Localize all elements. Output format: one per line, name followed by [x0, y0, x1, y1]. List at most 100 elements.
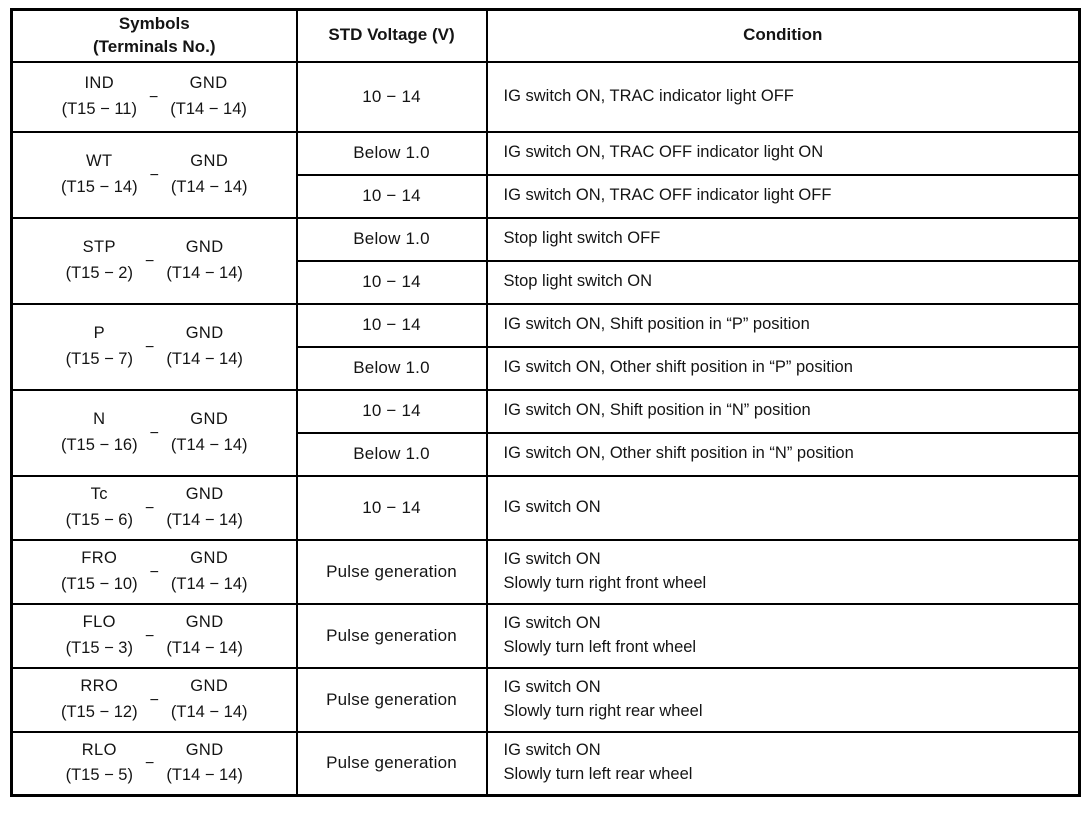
voltage-cell: Below 1.0	[295, 345, 488, 391]
terminal-label: (T14 − 14)	[170, 99, 247, 118]
terminal-label: (T15 − 12)	[60, 702, 138, 721]
table-row: 10 − 14 IG switch ON, TRAC OFF indicator…	[12, 173, 1081, 219]
dash-separator: −	[149, 563, 159, 581]
dash-separator: −	[148, 88, 159, 106]
condition-cell: IG switch ON Slowly turn left rear wheel	[485, 730, 1081, 797]
terminal-label: (T14 − 14)	[170, 574, 248, 593]
condition-cell: IG switch ON, TRAC OFF indicator light O…	[485, 130, 1081, 176]
symbol-label: FLO	[82, 612, 116, 631]
condition-cell: Stop light switch ON	[485, 259, 1081, 305]
gnd-label: GND	[189, 73, 228, 92]
dash-separator: −	[144, 627, 155, 645]
header-row: Symbols (Terminals No.) STD Voltage (V) …	[10, 8, 1081, 63]
symbol-cell: RRO (T15 − 12) − GND (T14 − 14)	[10, 666, 298, 733]
column-header-condition: Condition	[485, 8, 1081, 63]
terminal-label: (T14 − 14)	[166, 766, 243, 785]
table-row: FLO (T15 − 3) − GND (T14 − 14) Pulse gener…	[10, 602, 1081, 669]
symbol-label: STP	[82, 237, 116, 256]
dash-separator: −	[144, 499, 155, 517]
symbol-label: FRO	[81, 548, 118, 567]
terminal-label: (T15 − 7)	[65, 349, 133, 368]
table-row: FRO (T15 − 10) − GND (T14 − 14) Pulse gene…	[10, 538, 1081, 605]
condition-cell: IG switch ON, Shift position in “N” posi…	[485, 388, 1081, 434]
terminal-label: (T15 − 14)	[60, 177, 138, 196]
dash-separator: −	[144, 252, 155, 270]
condition-cell: IG switch ON Slowly turn right rear wheel	[485, 666, 1081, 733]
condition-cell: IG switch ON Slowly turn left front wheel	[485, 602, 1081, 669]
symbol-cell: FLO (T15 − 3) − GND (T14 − 14)	[10, 602, 298, 669]
terminal-label: (T15 − 5)	[65, 766, 133, 785]
symbol-label: IND	[84, 73, 115, 92]
condition-cell: IG switch ON	[485, 474, 1081, 541]
gnd-label: GND	[185, 323, 224, 342]
terminal-label: (T14 − 14)	[166, 638, 243, 657]
symbol-label: Tc	[90, 484, 108, 503]
voltage-cell: 10 − 14	[295, 60, 488, 133]
terminal-label: (T14 − 14)	[170, 177, 248, 196]
voltage-cell: 10 − 14	[295, 302, 488, 348]
terminal-label: (T15 − 2)	[65, 263, 133, 282]
dash-separator: −	[149, 691, 159, 709]
terminal-label: (T15 − 6)	[65, 510, 133, 529]
voltage-cell: Pulse generation	[295, 730, 488, 797]
table-row: P (T15 − 7) − GND (T14 − 14) 10 − 14 IG sw…	[10, 302, 1081, 391]
terminal-label: (T14 − 14)	[170, 435, 248, 454]
condition-cell: IG switch ON, TRAC OFF indicator light O…	[485, 173, 1081, 219]
gnd-label: GND	[190, 676, 229, 695]
table-row: 10 − 14 Stop light switch ON	[12, 259, 1081, 305]
gnd-label: GND	[190, 409, 229, 428]
voltage-cell: Below 1.0	[295, 431, 488, 477]
terminal-label: (T15 − 3)	[65, 638, 133, 657]
symbols-header-line1: Symbols	[118, 13, 190, 33]
condition-cell: IG switch ON, Other shift position in “P…	[485, 345, 1081, 391]
table-row: Below 1.0 IG switch ON, Other shift posi…	[12, 431, 1081, 477]
terminal-label: (T14 − 14)	[166, 349, 243, 368]
terminal-label: (T15 − 10)	[60, 574, 138, 593]
table-row: RLO (T15 − 5) − GND (T14 − 14) Pulse gener…	[10, 730, 1081, 797]
gnd-label: GND	[190, 151, 229, 170]
symbol-cell: WT (T15 − 14) − GND (T14 − 14)	[10, 130, 298, 219]
terminal-label: (T14 − 14)	[166, 263, 243, 282]
table-row: Below 1.0 IG switch ON, Other shift posi…	[12, 345, 1081, 391]
dash-separator: −	[149, 424, 159, 442]
symbol-label: N	[93, 409, 106, 428]
terminal-label: (T15 − 11)	[61, 99, 137, 118]
symbol-label: RRO	[80, 676, 119, 695]
symbol-cell: STP (T15 − 2) − GND (T14 − 14)	[10, 216, 298, 305]
table-row: Tc (T15 − 6) − GND (T14 − 14) 10 − 14 IG s…	[10, 474, 1081, 541]
symbols-header-line2: (Terminals No.)	[93, 36, 216, 56]
voltage-cell: Pulse generation	[295, 538, 488, 605]
gnd-label: GND	[185, 237, 224, 256]
voltage-spec-table: Symbols (Terminals No.) STD Voltage (V) …	[10, 8, 1081, 797]
voltage-cell: 10 − 14	[295, 474, 488, 541]
dash-separator: −	[144, 338, 155, 356]
symbol-label: RLO	[81, 740, 117, 759]
symbol-cell: RLO (T15 − 5) − GND (T14 − 14)	[10, 730, 298, 797]
gnd-label: GND	[185, 612, 224, 631]
voltage-cell: 10 − 14	[295, 173, 488, 219]
condition-cell: IG switch ON Slowly turn right front whee…	[485, 538, 1081, 605]
condition-cell: IG switch ON, TRAC indicator light OFF	[485, 60, 1081, 133]
terminal-label: (T14 − 14)	[170, 702, 248, 721]
gnd-label: GND	[190, 548, 229, 567]
column-header-voltage: STD Voltage (V)	[295, 8, 488, 63]
terminal-label: (T15 − 16)	[60, 435, 138, 454]
table-row: STP (T15 − 2) − GND (T14 − 14) Below 1.0 S…	[10, 216, 1081, 305]
dash-separator: −	[144, 755, 155, 773]
table-row: WT (T15 − 14) − GND (T14 − 14) Below 1.0 I…	[10, 130, 1081, 219]
terminal-label: (T14 − 14)	[166, 510, 243, 529]
gnd-label: GND	[185, 740, 224, 759]
condition-cell: IG switch ON, Other shift position in “N…	[485, 431, 1081, 477]
symbol-label: P	[93, 323, 105, 342]
condition-cell: Stop light switch OFF	[485, 216, 1081, 262]
symbol-cell: IND (T15 − 11) − GND (T14 − 14)	[10, 60, 298, 133]
table-row: N (T15 − 16) − GND (T14 − 14) 10 − 14 IG s…	[10, 388, 1081, 477]
voltage-cell: 10 − 14	[295, 259, 488, 305]
voltage-cell: Below 1.0	[295, 216, 488, 262]
symbol-cell: FRO (T15 − 10) − GND (T14 − 14)	[10, 538, 298, 605]
symbol-cell: P (T15 − 7) − GND (T14 − 14)	[10, 302, 298, 391]
voltage-cell: Pulse generation	[295, 666, 488, 733]
voltage-cell: Pulse generation	[295, 602, 488, 669]
gnd-label: GND	[185, 484, 224, 503]
voltage-cell: Below 1.0	[295, 130, 488, 176]
